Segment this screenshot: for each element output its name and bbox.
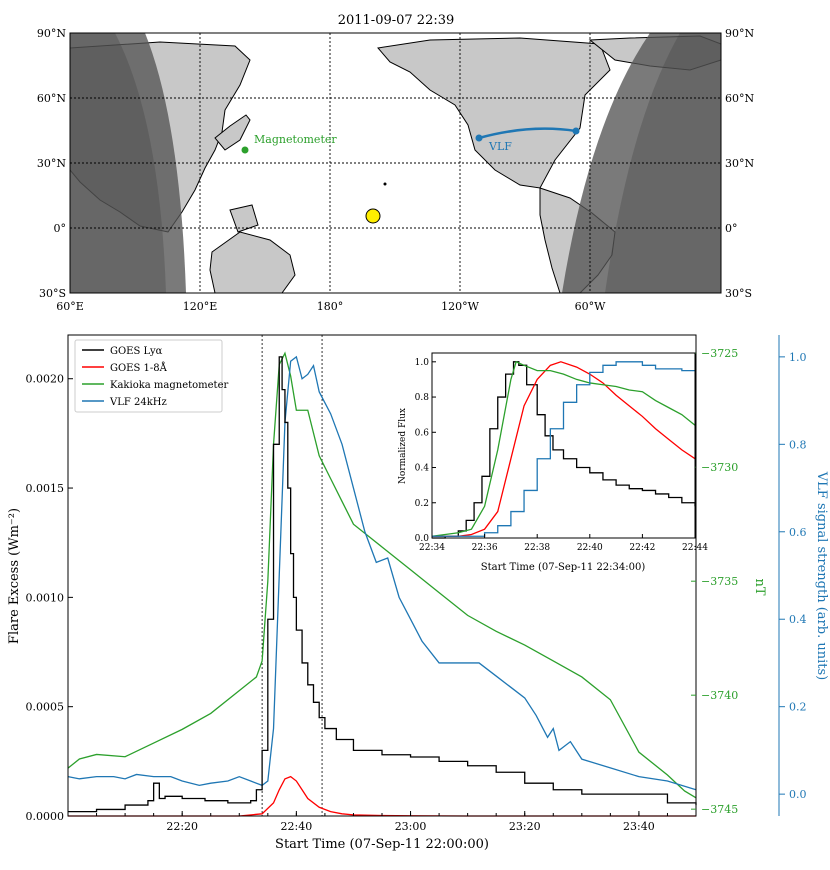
main-y2tick: −3735	[701, 575, 738, 588]
map-lat-tick-right: 90°N	[725, 27, 754, 40]
main-y3tick: 0.2	[789, 701, 807, 714]
night-shade-east	[562, 33, 721, 293]
map-lat-tick-left: 60°N	[37, 92, 66, 105]
inset-ylabel: Normalized Flux	[398, 408, 408, 484]
magnetometer-marker-icon	[241, 146, 249, 154]
inset-chart: 22:34 22:36 22:38 22:40 22:42 22:44 0.0 0.2 0.4…	[398, 352, 708, 573]
main-xtick: 22:40	[281, 820, 313, 833]
inset-ytick: 0.2	[415, 499, 429, 509]
inset-line-1	[432, 361, 696, 537]
inset-line-3	[432, 361, 695, 537]
legend: GOES Lyα GOES 1-8Å Kakioka magnetometer …	[74, 339, 228, 413]
main-chart: 22:20 22:40 23:00 23:20 23:40 0.0000 0.0005 0.…	[7, 334, 829, 852]
legend-kakioka: Kakioka magnetometer	[110, 380, 228, 391]
inset-xtick: 22:42	[629, 543, 655, 553]
legend-goes-1-8: GOES 1-8Å	[110, 362, 168, 374]
map-lat-tick-left: 90°N	[37, 27, 66, 40]
inset-xtick: 22:44	[682, 543, 708, 553]
map-lon-tick: 120°E	[183, 300, 218, 313]
main-y3tick: 0.4	[789, 613, 807, 626]
inset-ytick: 0.0	[415, 534, 430, 544]
vlf-transmitter-marker-icon	[572, 127, 580, 135]
inset-xlabel: Start Time (07-Sep-11 22:34:00)	[481, 562, 646, 573]
inset-ytick: 0.6	[415, 428, 430, 438]
main-y3label: VLF signal strength (arb. units)	[814, 471, 829, 680]
main-ytick: 0.0000	[26, 810, 65, 823]
map-lon-tick: 60°W	[575, 300, 606, 313]
main-line-0	[68, 356, 697, 813]
map-lat-tick-right: 30°N	[725, 157, 754, 170]
inset-line-0	[432, 361, 696, 539]
main-y2tick: −3745	[701, 803, 738, 816]
inset-line-2	[431, 360, 696, 537]
map-lat-tick-right: 60°N	[725, 92, 754, 105]
main-y2tick: −3730	[701, 461, 738, 474]
inset-series	[431, 360, 696, 539]
inset-xtick: 22:38	[524, 543, 550, 553]
magnetometer-label: Magnetometer	[254, 133, 337, 146]
inset-ytick: 1.0	[415, 358, 430, 368]
vlf-path	[478, 127, 577, 140]
main-xtick: 23:40	[623, 820, 655, 833]
map-gridlines	[70, 33, 721, 293]
legend-goes-lya: GOES Lyα	[110, 346, 163, 357]
main-xtick: 23:00	[395, 820, 427, 833]
main-xtick: 23:20	[509, 820, 541, 833]
map-lat-tick-right: 0°	[725, 222, 738, 235]
main-xlabel: Start Time (07-Sep-11 22:00:00)	[275, 837, 489, 852]
main-line-1	[68, 775, 696, 817]
map-lon-tick: 120°W	[441, 300, 479, 313]
inset-ytick: 0.4	[415, 464, 430, 474]
map-ticks: 60°E 120°E 180° 120°W 60°W 90°N 60°N 30°N 0° 30°S…	[37, 27, 755, 313]
world-map: 2011-09-07 22:39 60°E 120°E 180° 120°W 60°W 9…	[37, 13, 755, 313]
main-y3tick: 0.8	[789, 438, 807, 451]
main-y2tick: −3740	[701, 689, 738, 702]
main-y2tick: −3725	[701, 347, 738, 360]
main-line-3	[67, 355, 697, 791]
flare-time-markers	[261, 335, 323, 816]
main-xtick: 22:20	[166, 820, 198, 833]
vlf-label: VLF	[488, 140, 512, 153]
main-ylabel: Flare Excess (Wm⁻²)	[7, 508, 22, 644]
main-y3tick: 0.6	[789, 526, 807, 539]
main-ytick: 0.0020	[26, 373, 65, 386]
main-line-2	[67, 351, 697, 799]
inset-ytick: 0.8	[415, 393, 430, 403]
map-lat-tick-left: 30°S	[39, 287, 66, 300]
main-y3tick: 0.0	[789, 788, 807, 801]
map-title: 2011-09-07 22:39	[338, 13, 455, 28]
main-ytick: 0.0010	[26, 591, 65, 604]
main-y2label: nT	[752, 578, 767, 595]
vlf-receiver-marker-icon	[475, 134, 483, 142]
inset-xtick: 22:40	[577, 543, 603, 553]
map-lat-tick-left: 30°N	[37, 157, 66, 170]
main-ytick: 0.0005	[26, 701, 65, 714]
main-ytick: 0.0015	[26, 482, 65, 495]
map-lat-tick-right: 30°S	[725, 287, 752, 300]
map-lat-tick-left: 0°	[54, 222, 67, 235]
legend-vlf: VLF 24kHz	[109, 397, 167, 408]
inset-xtick: 22:36	[472, 543, 498, 553]
subsolar-point-icon	[365, 208, 381, 224]
map-lon-tick: 60°E	[56, 300, 84, 313]
map-lon-tick: 180°	[317, 300, 344, 313]
inset-xtick: 22:34	[419, 543, 445, 553]
main-y3tick: 1.0	[789, 351, 807, 364]
